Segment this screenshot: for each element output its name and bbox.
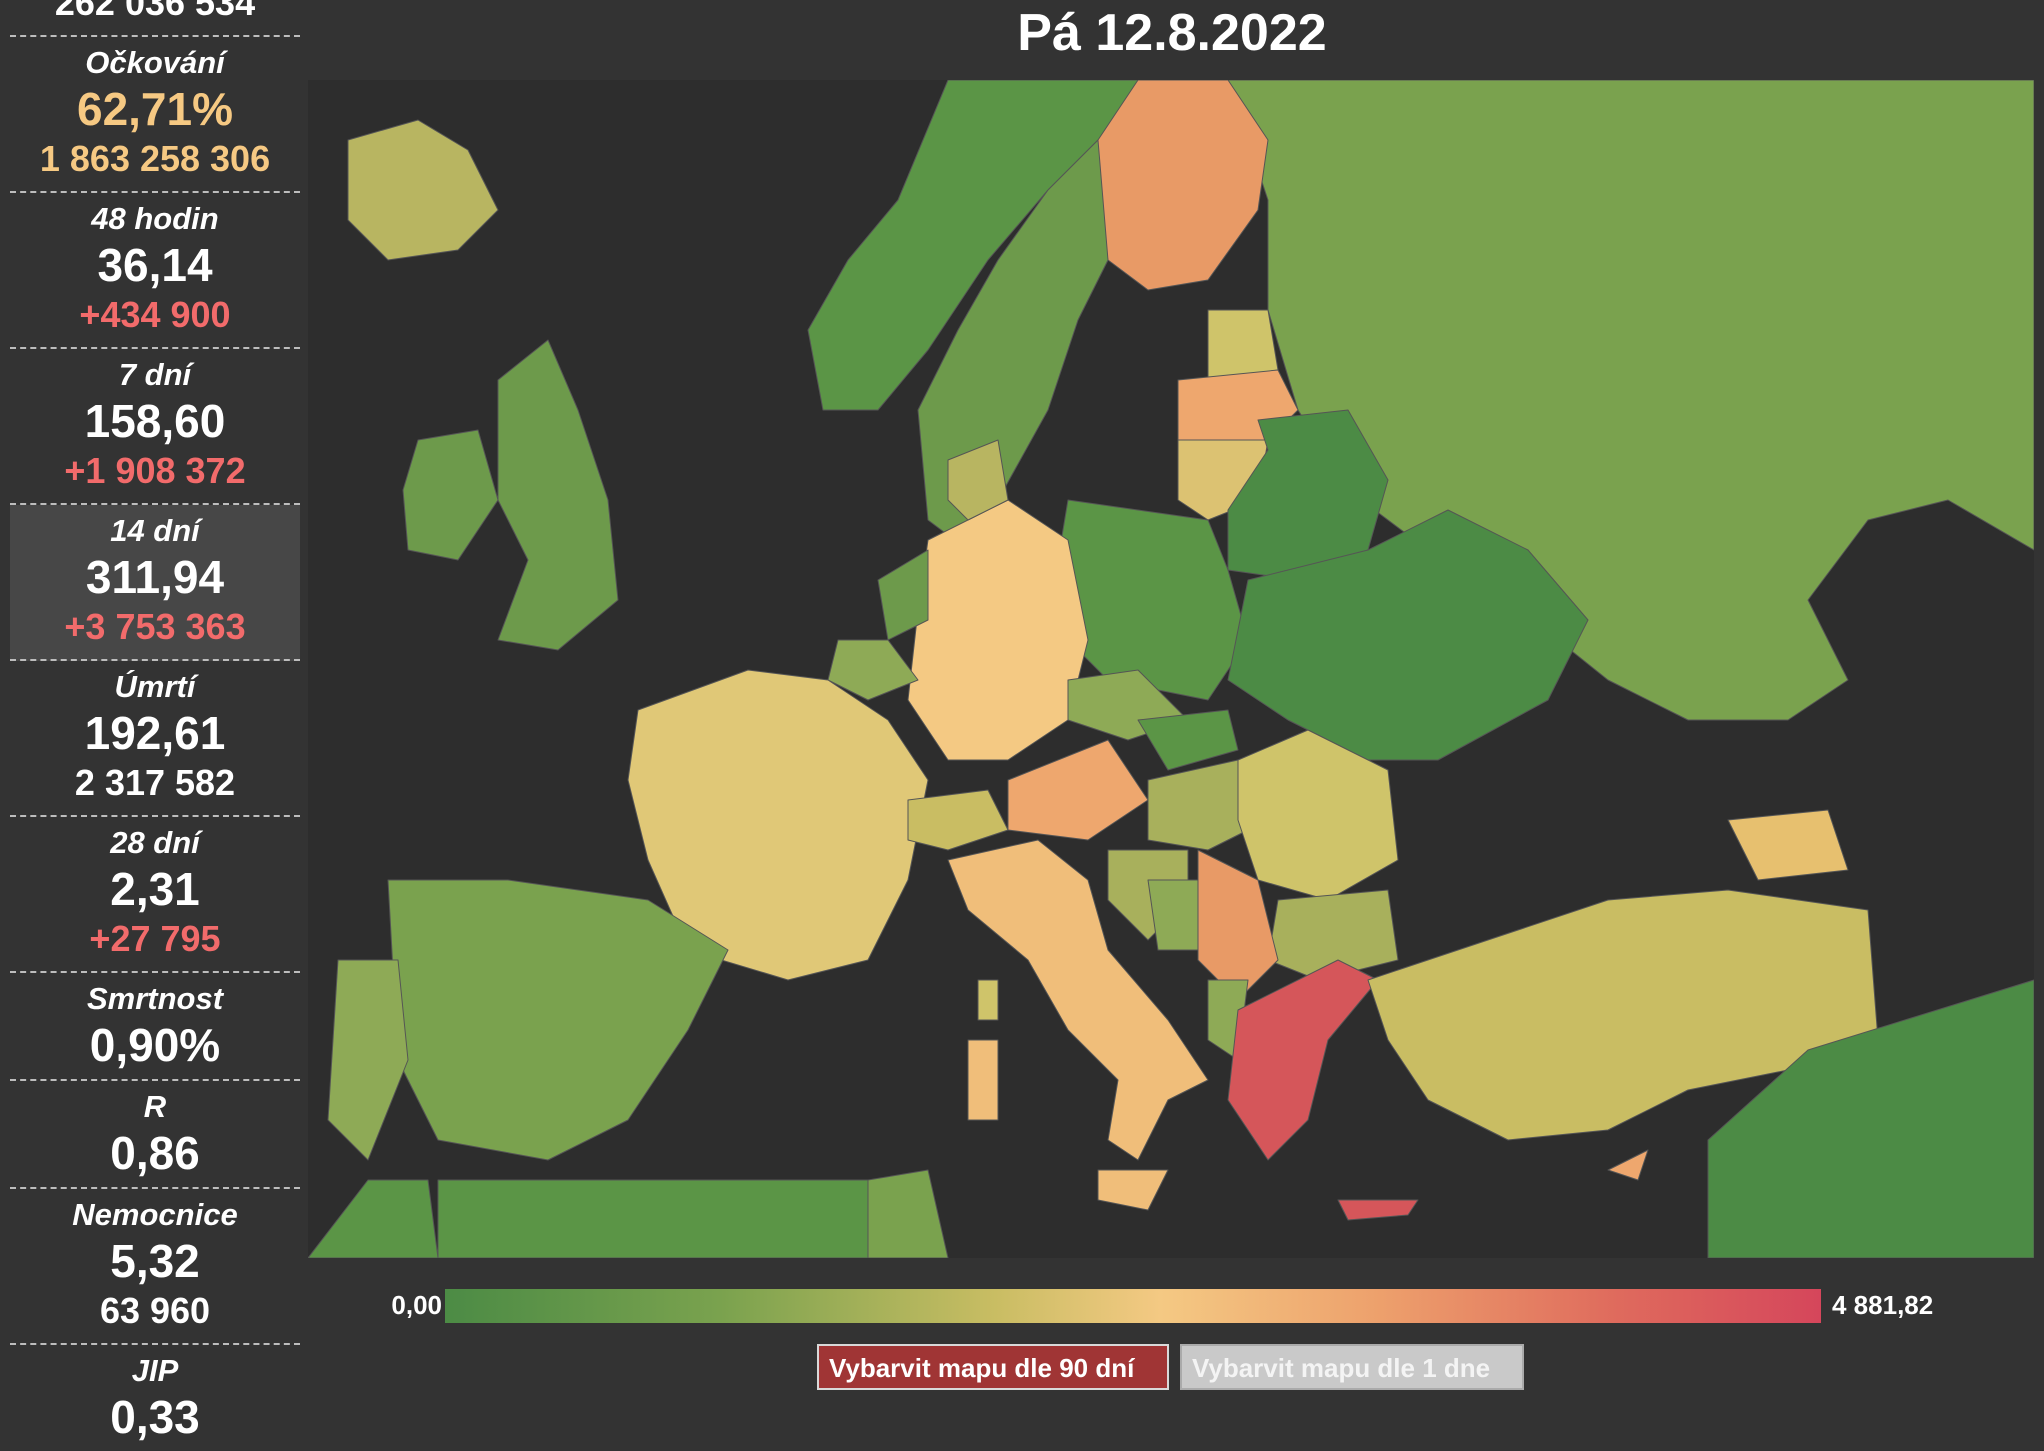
region-netherlands [877,549,929,641]
region-sardinia [967,1039,999,1121]
legend-min-value: 0,00 [391,1290,442,1320]
region-austria [1007,739,1149,841]
region-ukraine [1227,509,1589,761]
stat-value: 311,94 [85,551,225,603]
color-legend: 0,00 4 881,82 [380,1287,1960,1323]
stat-value: 0,33 [110,1391,200,1443]
stat-label: Očkování [85,45,225,80]
region-bosnia [1147,879,1199,951]
region-greece [1227,959,1379,1161]
stat-label: 7 dní [118,357,192,392]
color-by-1-day-button[interactable]: Vybarvit mapu dle 1 dne [1180,1344,1524,1390]
stat-value: 5,32 [110,1235,200,1287]
region-spain [387,879,729,1161]
region-algeria [437,1179,869,1258]
region-romania [1237,729,1399,901]
stat-sub: 2 317 582 [74,762,236,803]
legend-gradient-bar [445,1289,1821,1323]
region-norway [807,80,1139,411]
europe-map[interactable] [308,80,2034,1258]
region-corsica [977,979,999,1021]
stat-value: 62,71% [76,83,233,135]
stat-sub: +27 795 [89,918,221,959]
stat-sub: +3 753 363 [64,606,246,647]
stat-sub: 63 960 [99,1290,211,1331]
color-by-90-days-button[interactable]: Vybarvit mapu dle 90 dní [817,1344,1169,1390]
stat-28-days[interactable]: 28 dní 2,31 +27 795 [10,817,300,973]
stats-sidebar: 262 036 534 Očkování 62,71% 1 863 258 30… [10,0,300,1451]
stat-hospital[interactable]: Nemocnice 5,32 63 960 [10,1189,300,1345]
stat-r[interactable]: R 0,86 [10,1081,300,1189]
legend-max-value: 4 881,82 [1832,1290,1934,1320]
map-svg [308,80,2034,1258]
stat-label: 48 hodin [91,201,219,236]
region-tunisia [867,1169,949,1258]
stat-48-hours[interactable]: 48 hodin 36,14 +434 900 [10,193,300,349]
stat-sub: +1 908 372 [64,450,246,491]
region-ireland [402,429,499,561]
stat-label: Úmrtí [114,669,196,704]
stat-label: Smrtnost [86,981,224,1016]
stat-icu[interactable]: JIP 0,33 [10,1345,300,1451]
stat-deaths[interactable]: Úmrtí 192,61 2 317 582 [10,661,300,817]
stat-value: 0,90% [89,1019,221,1071]
region-germany [907,499,1089,761]
region-italy [947,839,1209,1161]
region-sicily [1097,1169,1169,1211]
region-france [627,669,929,981]
region-cyprus [1607,1149,1649,1181]
stat-value: 2,31 [110,863,200,915]
stat-label: 14 dní [110,513,200,548]
stat-value: 0,86 [110,1127,200,1179]
region-middle-east [1707,979,2034,1258]
region-iceland [347,119,499,261]
page-title: Pá 12.8.2022 [1017,4,1327,62]
region-slovakia [1137,709,1239,771]
stat-sub: 1 863 258 306 [39,138,271,179]
stat-label: JIP [131,1353,179,1388]
region-denmark [947,439,1009,521]
region-russia [1227,80,2034,721]
region-morocco [308,1179,439,1258]
stat-mortality[interactable]: Smrtnost 0,90% [10,973,300,1081]
stat-sub: +434 900 [79,294,231,335]
region-uk [497,339,619,651]
region-portugal [327,959,409,1161]
region-switzerland [907,789,1009,851]
stat-vaccination[interactable]: Očkování 62,71% 1 863 258 306 [10,37,300,193]
stat-label: Nemocnice [72,1197,238,1232]
stat-value: 192,61 [84,707,226,759]
stat-value: 36,14 [97,239,213,291]
stat-label: 28 dní [110,825,200,860]
region-estonia [1207,309,1279,381]
region-crete [1337,1199,1419,1221]
total-cases-count: 262 036 534 [10,0,300,37]
stat-14-days[interactable]: 14 dní 311,94 +3 753 363 [10,505,300,661]
stat-label: R [143,1089,167,1124]
region-belgium [827,639,919,701]
stat-7-days[interactable]: 7 dní 158,60 +1 908 372 [10,349,300,505]
region-poland [1057,499,1249,701]
region-georgia [1727,809,1849,881]
stat-value: 158,60 [84,395,226,447]
